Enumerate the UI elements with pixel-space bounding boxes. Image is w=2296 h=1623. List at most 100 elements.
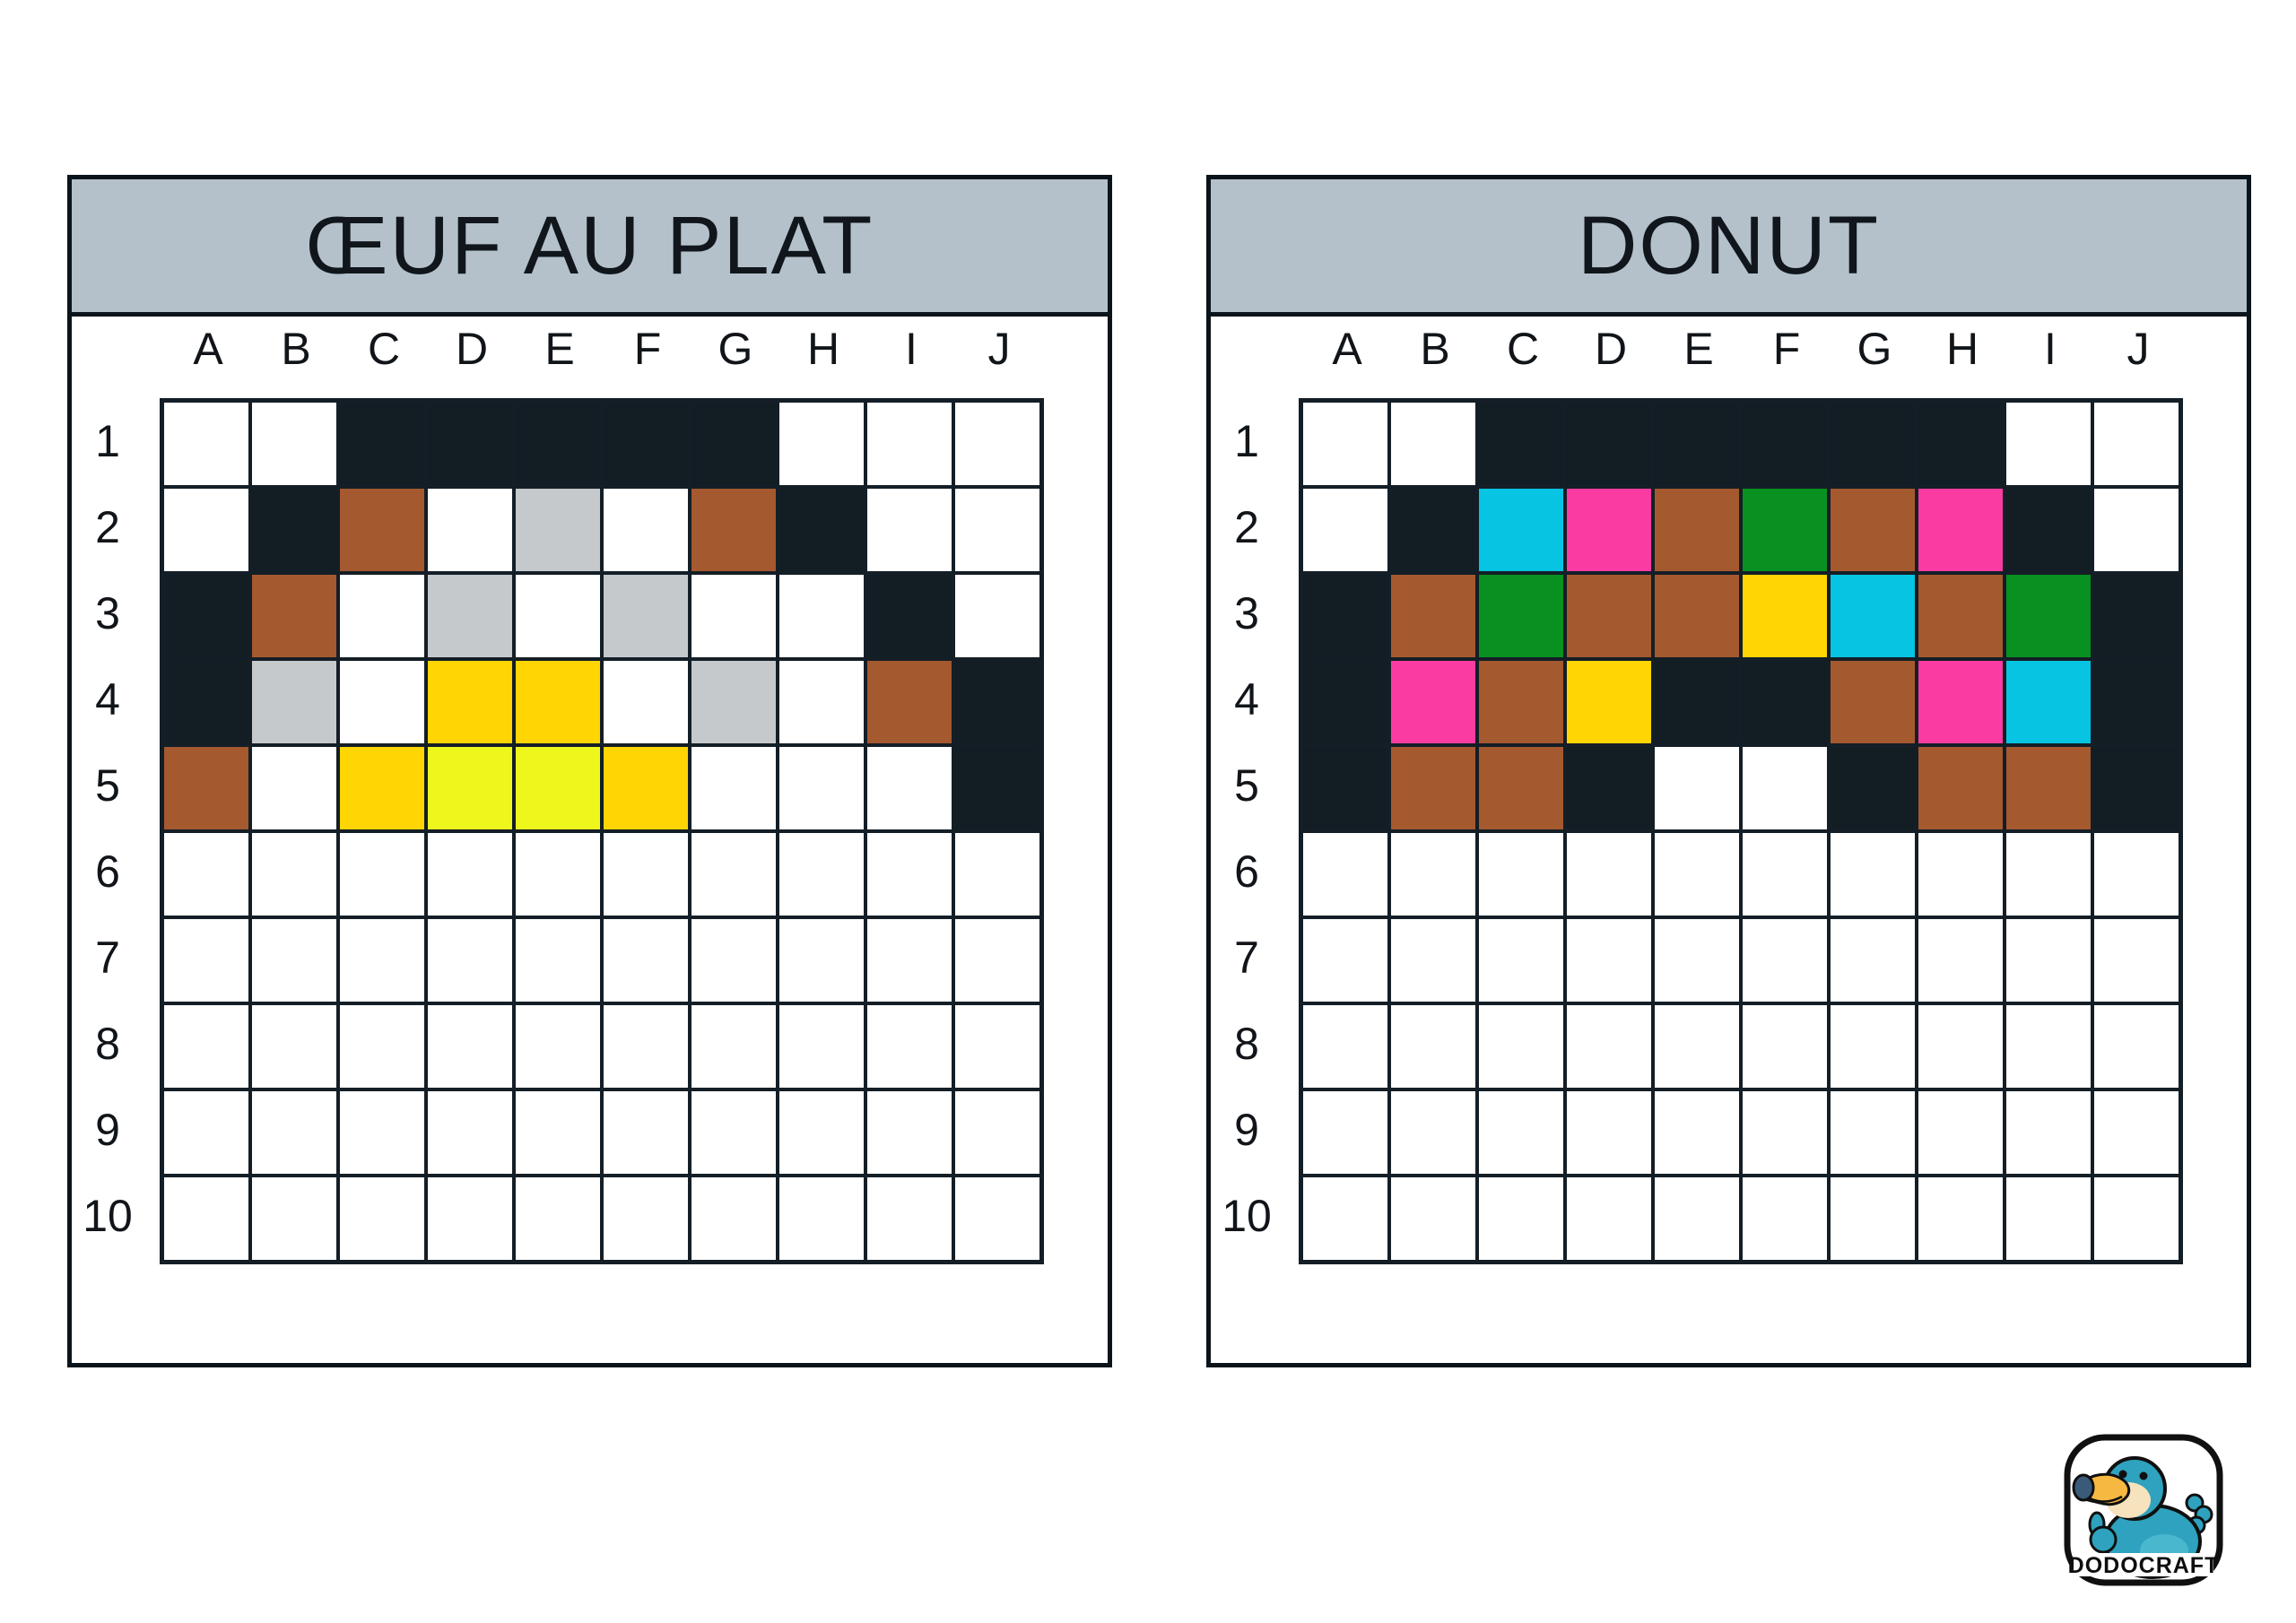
cell-A2	[1303, 489, 1387, 571]
cell-J10	[955, 1177, 1039, 1260]
cell-D4	[428, 661, 512, 743]
cell-I10	[2006, 1177, 2091, 1260]
cell-B6	[1391, 833, 1475, 916]
column-header-C: C	[367, 324, 401, 374]
cell-I6	[2006, 833, 2091, 916]
cell-E8	[1655, 1005, 1739, 1088]
column-header-D: D	[455, 324, 489, 374]
cell-G1	[1831, 403, 1915, 485]
row-label-4: 4	[1234, 674, 1259, 725]
dodo-eye-icon	[2118, 1470, 2127, 1479]
cell-D9	[1567, 1091, 1651, 1174]
cell-D3	[1567, 575, 1651, 657]
cell-H7	[1918, 919, 2003, 1002]
cell-G7	[691, 919, 776, 1002]
cell-C1	[340, 403, 424, 485]
cell-C6	[1479, 833, 1563, 916]
cell-E3	[516, 575, 600, 657]
cell-B3	[252, 575, 336, 657]
cell-J6	[2094, 833, 2179, 916]
cell-C6	[340, 833, 424, 916]
cell-C5	[340, 747, 424, 829]
cell-H6	[779, 833, 864, 916]
cell-D5	[1567, 747, 1651, 829]
cell-H9	[779, 1091, 864, 1174]
column-header-B: B	[281, 324, 311, 374]
title-bar: DONUT	[1211, 179, 2247, 317]
cell-E4	[516, 661, 600, 743]
cell-H2	[779, 489, 864, 571]
cell-I1	[867, 403, 952, 485]
row-label-6: 6	[95, 846, 120, 897]
cell-J7	[955, 919, 1039, 1002]
cell-B1	[252, 403, 336, 485]
cell-C2	[340, 489, 424, 571]
cell-F9	[604, 1091, 688, 1174]
cell-G4	[1831, 661, 1915, 743]
dodo-eye-icon	[2139, 1471, 2148, 1480]
cell-F4	[1743, 661, 1827, 743]
row-label-10: 10	[1222, 1191, 1272, 1241]
cell-J4	[2094, 661, 2179, 743]
cell-G9	[691, 1091, 776, 1174]
cell-C9	[340, 1091, 424, 1174]
cell-I8	[2006, 1005, 2091, 1088]
column-header-E: E	[1683, 324, 1714, 374]
cell-D10	[428, 1177, 512, 1260]
cell-C8	[340, 1005, 424, 1088]
cell-C4	[340, 661, 424, 743]
cell-H2	[1918, 489, 2003, 571]
cell-A9	[1303, 1091, 1387, 1174]
cell-I9	[867, 1091, 952, 1174]
cell-C9	[1479, 1091, 1563, 1174]
cell-G9	[1831, 1091, 1915, 1174]
cell-C7	[1479, 919, 1563, 1002]
cell-J2	[2094, 489, 2179, 571]
cell-B8	[252, 1005, 336, 1088]
cell-I5	[2006, 747, 2091, 829]
cell-B2	[1391, 489, 1475, 571]
cell-E6	[516, 833, 600, 916]
cell-F7	[1743, 919, 1827, 1002]
cell-A3	[164, 575, 248, 657]
cell-F5	[604, 747, 688, 829]
column-header-E: E	[544, 324, 575, 374]
cell-G10	[691, 1177, 776, 1260]
column-header-F: F	[1772, 324, 1801, 374]
cell-J7	[2094, 919, 2179, 1002]
cell-G4	[691, 661, 776, 743]
cell-C5	[1479, 747, 1563, 829]
cell-A1	[164, 403, 248, 485]
cell-E2	[1655, 489, 1739, 571]
cell-H6	[1918, 833, 2003, 916]
grid-column-headers: A B C D E F G H I J	[1303, 324, 2182, 374]
pixel-grid	[160, 398, 1044, 1264]
cell-D7	[1567, 919, 1651, 1002]
cell-G5	[691, 747, 776, 829]
cell-G3	[1831, 575, 1915, 657]
cell-B7	[1391, 919, 1475, 1002]
row-label-3: 3	[1234, 588, 1259, 638]
cell-F1	[1743, 403, 1827, 485]
cell-J3	[955, 575, 1039, 657]
column-header-I: I	[2044, 324, 2057, 374]
cell-D5	[428, 747, 512, 829]
pixel-grid	[1299, 398, 2183, 1264]
cell-D1	[428, 403, 512, 485]
cell-D8	[1567, 1005, 1651, 1088]
column-header-I: I	[905, 324, 918, 374]
cell-C8	[1479, 1005, 1563, 1088]
cell-H3	[779, 575, 864, 657]
column-header-B: B	[1420, 324, 1450, 374]
cell-I4	[867, 661, 952, 743]
cell-E5	[516, 747, 600, 829]
cell-H8	[1918, 1005, 2003, 1088]
cell-G3	[691, 575, 776, 657]
cell-H9	[1918, 1091, 2003, 1174]
cell-H1	[1918, 403, 2003, 485]
cell-B9	[1391, 1091, 1475, 1174]
cell-H4	[1918, 661, 2003, 743]
row-label-8: 8	[95, 1019, 120, 1069]
cell-A10	[164, 1177, 248, 1260]
cell-A8	[164, 1005, 248, 1088]
